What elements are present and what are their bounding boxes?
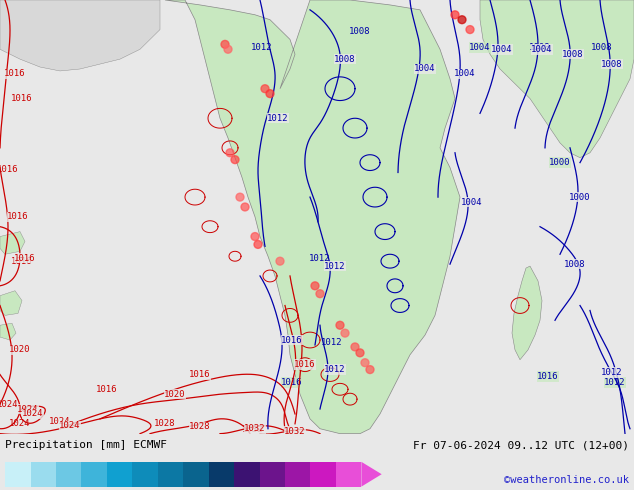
Text: 1020: 1020 bbox=[164, 390, 186, 399]
Text: 1008: 1008 bbox=[601, 60, 623, 69]
Text: 1016: 1016 bbox=[96, 385, 118, 394]
Circle shape bbox=[311, 282, 319, 290]
Polygon shape bbox=[512, 266, 542, 360]
Text: 1016: 1016 bbox=[281, 378, 303, 387]
Bar bbox=[107, 462, 133, 487]
Circle shape bbox=[316, 290, 324, 297]
Bar bbox=[234, 462, 259, 487]
Bar bbox=[133, 462, 158, 487]
Text: 1024: 1024 bbox=[59, 421, 81, 430]
Polygon shape bbox=[0, 323, 16, 340]
Text: ©weatheronline.co.uk: ©weatheronline.co.uk bbox=[504, 475, 629, 486]
Polygon shape bbox=[0, 291, 22, 316]
Text: 1024: 1024 bbox=[0, 399, 19, 409]
Circle shape bbox=[261, 85, 269, 93]
Polygon shape bbox=[0, 232, 25, 254]
Text: 1028: 1028 bbox=[190, 422, 210, 431]
Text: 1004: 1004 bbox=[462, 197, 482, 207]
Text: Precipitation [mm] ECMWF: Precipitation [mm] ECMWF bbox=[5, 441, 167, 450]
Circle shape bbox=[341, 329, 349, 337]
Circle shape bbox=[458, 16, 466, 24]
Circle shape bbox=[366, 366, 374, 373]
Text: 1008: 1008 bbox=[529, 43, 551, 52]
Text: 1004: 1004 bbox=[531, 45, 553, 54]
Bar bbox=[30, 462, 56, 487]
Circle shape bbox=[254, 241, 262, 248]
Text: 1012: 1012 bbox=[324, 365, 346, 374]
Text: 1016: 1016 bbox=[4, 70, 26, 78]
Text: 1008: 1008 bbox=[334, 54, 356, 64]
Circle shape bbox=[226, 149, 234, 157]
Circle shape bbox=[361, 359, 369, 367]
Polygon shape bbox=[0, 0, 160, 71]
Text: 1012: 1012 bbox=[604, 378, 626, 387]
Text: 1008: 1008 bbox=[564, 260, 586, 269]
Polygon shape bbox=[165, 0, 460, 434]
Bar bbox=[209, 462, 234, 487]
Text: 1016: 1016 bbox=[11, 257, 33, 266]
Circle shape bbox=[221, 40, 229, 49]
Bar bbox=[311, 462, 336, 487]
Text: 1016: 1016 bbox=[7, 212, 29, 221]
Bar bbox=[259, 462, 285, 487]
Bar bbox=[336, 462, 361, 487]
Text: 1012: 1012 bbox=[321, 339, 343, 347]
Text: 1012: 1012 bbox=[324, 262, 346, 270]
Circle shape bbox=[336, 321, 344, 329]
Bar bbox=[56, 462, 81, 487]
Circle shape bbox=[251, 233, 259, 241]
Text: 1016: 1016 bbox=[294, 360, 316, 369]
Bar bbox=[285, 462, 311, 487]
Circle shape bbox=[351, 343, 359, 351]
Text: 1032: 1032 bbox=[242, 425, 264, 434]
Text: 1016: 1016 bbox=[537, 372, 559, 381]
Circle shape bbox=[236, 193, 244, 201]
Text: 1012: 1012 bbox=[251, 43, 273, 52]
Text: 1012: 1012 bbox=[601, 368, 623, 377]
Text: 1008: 1008 bbox=[349, 27, 371, 36]
Text: 1016: 1016 bbox=[11, 94, 33, 103]
Text: 1032: 1032 bbox=[244, 424, 266, 433]
Text: 1032: 1032 bbox=[284, 427, 306, 436]
Text: 1004: 1004 bbox=[469, 43, 491, 52]
Text: 1020: 1020 bbox=[10, 345, 31, 354]
Text: 1016: 1016 bbox=[190, 370, 210, 379]
Circle shape bbox=[356, 349, 364, 357]
Text: 1016: 1016 bbox=[281, 336, 303, 344]
Circle shape bbox=[241, 203, 249, 211]
Bar bbox=[81, 462, 107, 487]
Text: 1028: 1028 bbox=[154, 419, 176, 428]
Text: 1024: 1024 bbox=[49, 417, 71, 426]
Bar bbox=[5, 462, 30, 487]
Text: 1024: 1024 bbox=[17, 405, 39, 414]
Circle shape bbox=[266, 90, 274, 98]
Text: 1024: 1024 bbox=[10, 419, 31, 428]
Text: 1004: 1004 bbox=[414, 65, 436, 74]
Text: 1016: 1016 bbox=[0, 165, 19, 174]
Bar bbox=[183, 462, 209, 487]
Polygon shape bbox=[361, 462, 382, 487]
Text: 1016: 1016 bbox=[14, 254, 36, 263]
Text: 1008: 1008 bbox=[592, 43, 612, 52]
Circle shape bbox=[451, 11, 459, 19]
Bar bbox=[158, 462, 183, 487]
Text: 1004: 1004 bbox=[491, 45, 513, 54]
Text: 1008: 1008 bbox=[562, 49, 584, 59]
Circle shape bbox=[466, 25, 474, 33]
Circle shape bbox=[231, 156, 239, 164]
Circle shape bbox=[224, 46, 232, 53]
Text: 1012: 1012 bbox=[268, 114, 288, 123]
Circle shape bbox=[276, 257, 284, 265]
Text: 1000: 1000 bbox=[569, 193, 591, 201]
Polygon shape bbox=[480, 0, 634, 158]
Text: 1024: 1024 bbox=[22, 410, 44, 418]
Text: 1004: 1004 bbox=[454, 70, 476, 78]
Text: 1012: 1012 bbox=[309, 254, 331, 263]
Text: 1000: 1000 bbox=[549, 158, 571, 167]
Text: Fr 07-06-2024 09..12 UTC (12+00): Fr 07-06-2024 09..12 UTC (12+00) bbox=[413, 441, 629, 450]
